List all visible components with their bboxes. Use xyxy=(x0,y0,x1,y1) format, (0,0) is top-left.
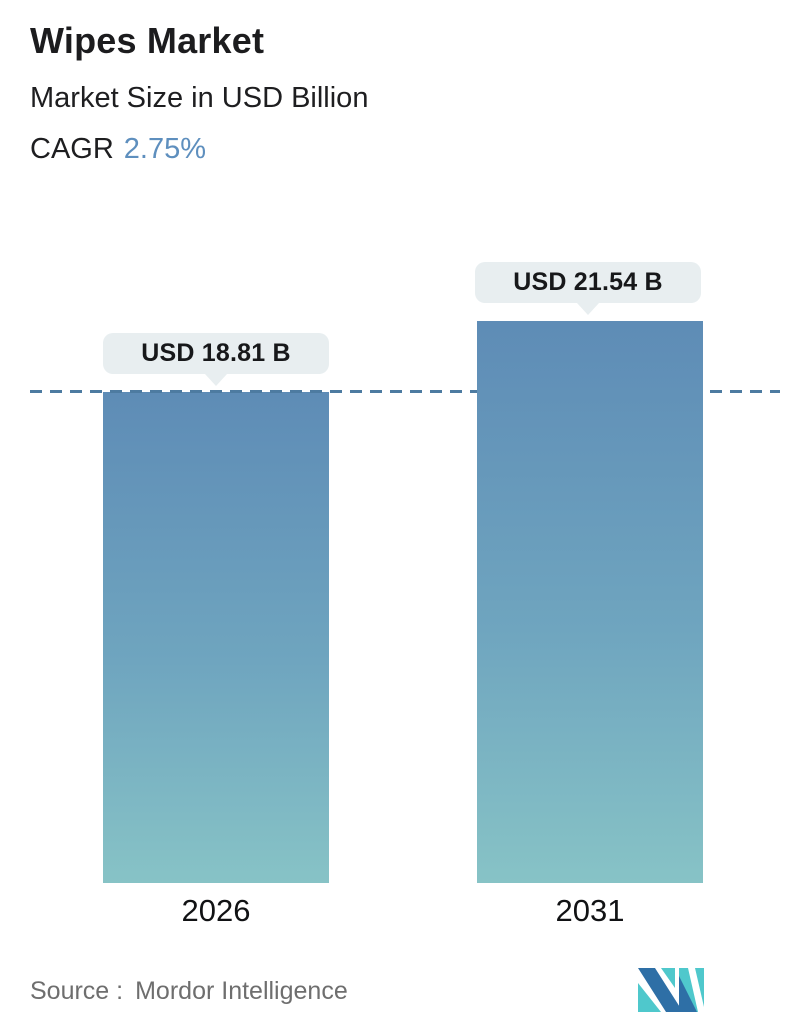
value-label-2031: USD 21.54 B xyxy=(513,268,663,296)
chart-title: Wipes Market xyxy=(30,20,265,61)
value-badge-2026: USD 18.81 B xyxy=(103,333,329,386)
cagr-label: CAGR xyxy=(30,133,114,165)
reference-dashed-line xyxy=(30,390,780,393)
chart-subtitle: Market Size in USD Billion xyxy=(30,82,369,114)
cagr-value: 2.75% xyxy=(123,133,207,165)
x-axis-label-2031: 2031 xyxy=(555,893,625,928)
source-value: Mordor Intelligence xyxy=(135,977,348,1005)
mordor-intelligence-logo-icon xyxy=(638,968,704,1012)
source-attribution: Source : Mordor Intelligence xyxy=(30,977,348,1006)
bar-2026 xyxy=(103,392,329,883)
badge-pointer-icon xyxy=(577,303,599,315)
source-label: Source : xyxy=(30,977,124,1005)
cagr-line: CAGR 2.75% xyxy=(30,133,206,166)
value-badge-2031: USD 21.54 B xyxy=(475,262,701,315)
x-axis-label-2026: 2026 xyxy=(181,893,251,928)
badge-pointer-icon xyxy=(205,374,227,386)
bar-2031 xyxy=(477,321,703,883)
value-label-2026: USD 18.81 B xyxy=(141,339,291,367)
